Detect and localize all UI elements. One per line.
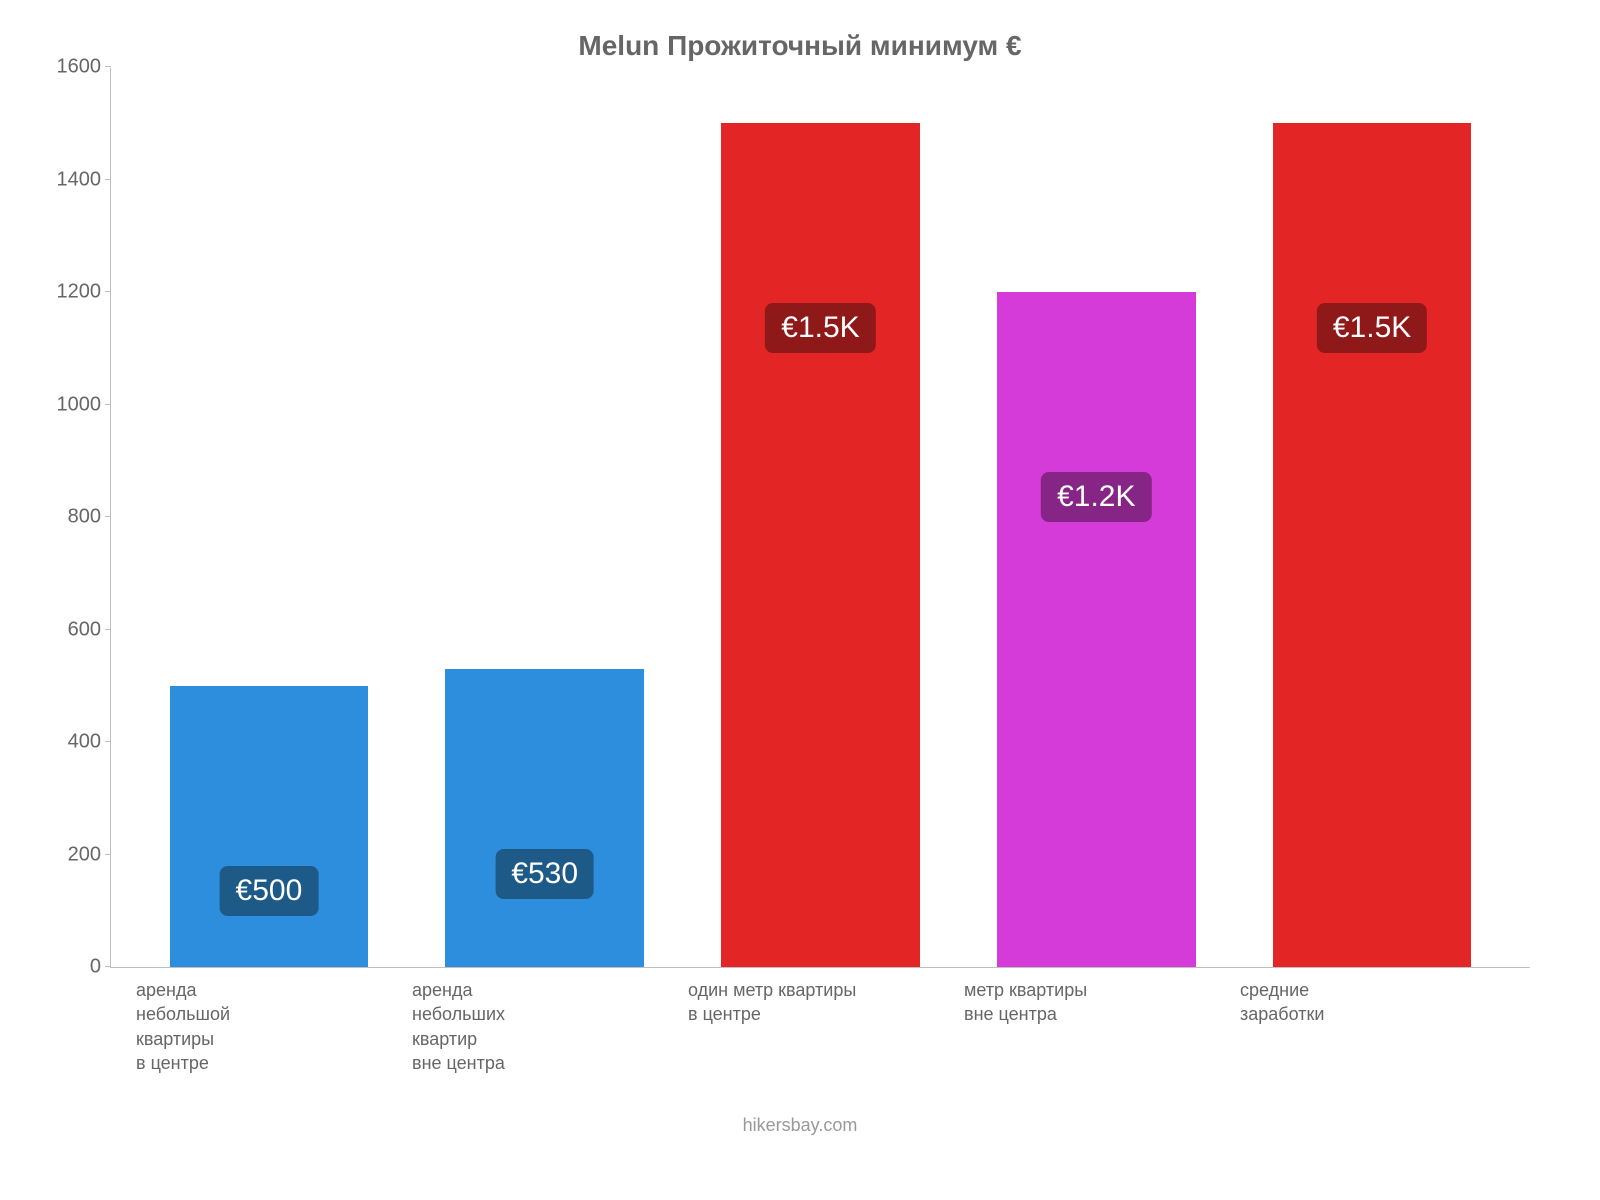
bar-value-label: €1.5K: [1317, 303, 1427, 353]
bars-group: €500 €530 €1.5K €1.2K €1.5K: [111, 68, 1530, 967]
bar-slot: €1.5K: [1234, 68, 1510, 967]
x-axis-label: средние заработки: [1234, 978, 1510, 1075]
bar-value-label: €1.2K: [1041, 472, 1151, 522]
y-tick-mark: [105, 854, 111, 855]
x-axis-label: метр квартиры вне центра: [958, 978, 1234, 1075]
bar: €500: [170, 686, 369, 967]
bar-slot: €1.5K: [683, 68, 959, 967]
bar-slot: €500: [131, 68, 407, 967]
y-tick-mark: [105, 404, 111, 405]
bar: €1.2K: [997, 292, 1196, 967]
bar-slot: €1.2K: [958, 68, 1234, 967]
x-axis-labels: аренда небольшой квартиры в центреаренда…: [110, 968, 1530, 1075]
y-tick-label: 1400: [41, 168, 101, 191]
chart-container: Melun Прожиточный минимум € €500 €530 €1.5…: [0, 0, 1600, 1200]
y-tick-label: 0: [41, 956, 101, 979]
y-tick-mark: [105, 966, 111, 967]
y-tick-mark: [105, 629, 111, 630]
y-tick-mark: [105, 516, 111, 517]
chart-footer: hikersbay.com: [40, 1115, 1560, 1136]
y-tick-label: 400: [41, 731, 101, 754]
bar-value-label: €500: [220, 866, 319, 916]
y-tick-label: 200: [41, 843, 101, 866]
y-tick-label: 800: [41, 506, 101, 529]
y-tick-mark: [105, 66, 111, 67]
y-tick-mark: [105, 179, 111, 180]
bar: €1.5K: [1273, 123, 1472, 967]
x-axis-label: аренда небольшой квартиры в центре: [130, 978, 406, 1075]
bar: €530: [445, 669, 644, 967]
y-tick-label: 600: [41, 618, 101, 641]
y-tick-label: 1600: [41, 56, 101, 79]
bar-slot: €530: [407, 68, 683, 967]
y-tick-mark: [105, 741, 111, 742]
y-tick-mark: [105, 291, 111, 292]
y-tick-label: 1200: [41, 281, 101, 304]
bar-value-label: €530: [495, 849, 594, 899]
plot-area: €500€530€1.5K€1.2K€1.5K 0200400600800100…: [110, 68, 1530, 968]
bar: €1.5K: [721, 123, 920, 967]
y-tick-label: 1000: [41, 393, 101, 416]
x-axis-label: один метр квартиры в центре: [682, 978, 958, 1075]
bar-value-label: €1.5K: [765, 303, 875, 353]
chart-title: Melun Прожиточный минимум €: [40, 30, 1560, 62]
x-axis-label: аренда небольших квартир вне центра: [406, 978, 682, 1075]
